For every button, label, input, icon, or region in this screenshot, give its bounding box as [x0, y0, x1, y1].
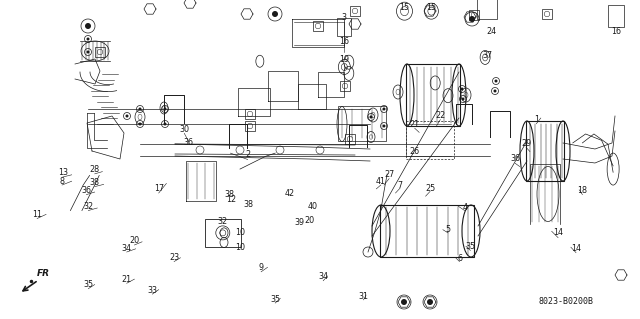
Text: 9: 9 — [259, 263, 264, 272]
Text: 35: 35 — [270, 295, 280, 304]
Text: 20: 20 — [129, 236, 140, 245]
Text: 21: 21 — [122, 275, 132, 284]
Circle shape — [383, 124, 385, 128]
Circle shape — [85, 23, 91, 29]
Circle shape — [138, 108, 141, 110]
Circle shape — [369, 115, 372, 118]
Text: 2: 2 — [245, 150, 250, 159]
Text: 41: 41 — [376, 177, 386, 186]
Bar — [338, 106, 386, 141]
Text: 1: 1 — [534, 115, 539, 124]
Text: 38: 38 — [224, 190, 234, 199]
Text: 39: 39 — [294, 218, 305, 227]
Text: 36: 36 — [510, 154, 520, 163]
Circle shape — [461, 98, 465, 100]
Text: 29: 29 — [521, 139, 531, 148]
Text: 32: 32 — [218, 217, 228, 226]
Text: 3: 3 — [342, 13, 347, 22]
Text: 15: 15 — [399, 4, 410, 12]
Text: 30: 30 — [179, 125, 189, 134]
Text: 23: 23 — [169, 253, 179, 262]
Text: 11: 11 — [32, 210, 42, 219]
Text: 14: 14 — [553, 228, 563, 237]
Bar — [608, 5, 624, 27]
Text: 21: 21 — [410, 120, 420, 129]
Text: 5: 5 — [445, 225, 451, 234]
Bar — [245, 109, 255, 119]
Circle shape — [138, 122, 141, 125]
Text: 35: 35 — [83, 280, 93, 289]
Text: 8023-B0200B: 8023-B0200B — [539, 297, 594, 306]
Bar — [245, 121, 255, 131]
Text: FR: FR — [37, 269, 50, 278]
Text: 36: 36 — [184, 138, 194, 147]
Circle shape — [163, 108, 166, 110]
Text: 15: 15 — [426, 4, 436, 12]
Text: 6: 6 — [457, 254, 462, 263]
Text: 24: 24 — [486, 27, 497, 36]
Text: 17: 17 — [154, 184, 164, 193]
Text: 26: 26 — [410, 147, 420, 156]
Bar — [380, 205, 474, 257]
Text: 42: 42 — [284, 189, 294, 198]
Text: 34: 34 — [318, 272, 328, 281]
Text: 10: 10 — [235, 228, 245, 237]
Text: 10: 10 — [235, 243, 245, 252]
Circle shape — [163, 122, 166, 125]
Bar — [469, 10, 479, 20]
Circle shape — [461, 87, 463, 91]
Bar — [350, 6, 360, 16]
Bar — [477, 0, 497, 19]
Text: 13: 13 — [58, 168, 68, 177]
Circle shape — [401, 299, 407, 305]
Circle shape — [493, 90, 497, 93]
Text: 7: 7 — [397, 181, 403, 189]
Circle shape — [495, 79, 497, 83]
Text: 36: 36 — [81, 186, 92, 195]
Text: 32: 32 — [83, 202, 93, 211]
Circle shape — [86, 38, 90, 41]
Circle shape — [272, 11, 278, 17]
Text: 34: 34 — [122, 244, 132, 253]
Bar — [526, 121, 564, 181]
Text: 8: 8 — [60, 177, 65, 186]
Text: 22: 22 — [435, 111, 445, 120]
Bar — [95, 47, 105, 57]
Bar — [542, 9, 552, 19]
Text: 16: 16 — [339, 37, 349, 46]
Text: 12: 12 — [227, 195, 237, 204]
Bar — [313, 21, 323, 31]
Text: 38: 38 — [243, 200, 253, 209]
Text: 20: 20 — [304, 216, 314, 225]
Text: 31: 31 — [358, 292, 369, 300]
Bar — [205, 219, 241, 247]
Text: 33: 33 — [147, 286, 157, 295]
Text: 16: 16 — [611, 27, 621, 36]
Text: 35: 35 — [465, 242, 476, 251]
Circle shape — [125, 115, 129, 117]
Text: 27: 27 — [384, 170, 394, 179]
Text: 38: 38 — [90, 178, 100, 187]
Circle shape — [383, 108, 385, 110]
Text: 19: 19 — [339, 56, 349, 64]
Circle shape — [469, 16, 475, 22]
Text: 4: 4 — [462, 203, 467, 212]
Bar — [340, 81, 350, 91]
Text: 28: 28 — [90, 165, 100, 174]
Bar — [337, 18, 351, 36]
Text: 37: 37 — [483, 51, 493, 60]
Circle shape — [86, 50, 90, 54]
Circle shape — [427, 299, 433, 305]
Text: 40: 40 — [307, 202, 317, 211]
Text: 18: 18 — [577, 186, 588, 195]
Text: 25: 25 — [425, 184, 435, 193]
Bar — [345, 134, 355, 144]
Text: 14: 14 — [571, 244, 581, 253]
Bar — [406, 64, 460, 126]
